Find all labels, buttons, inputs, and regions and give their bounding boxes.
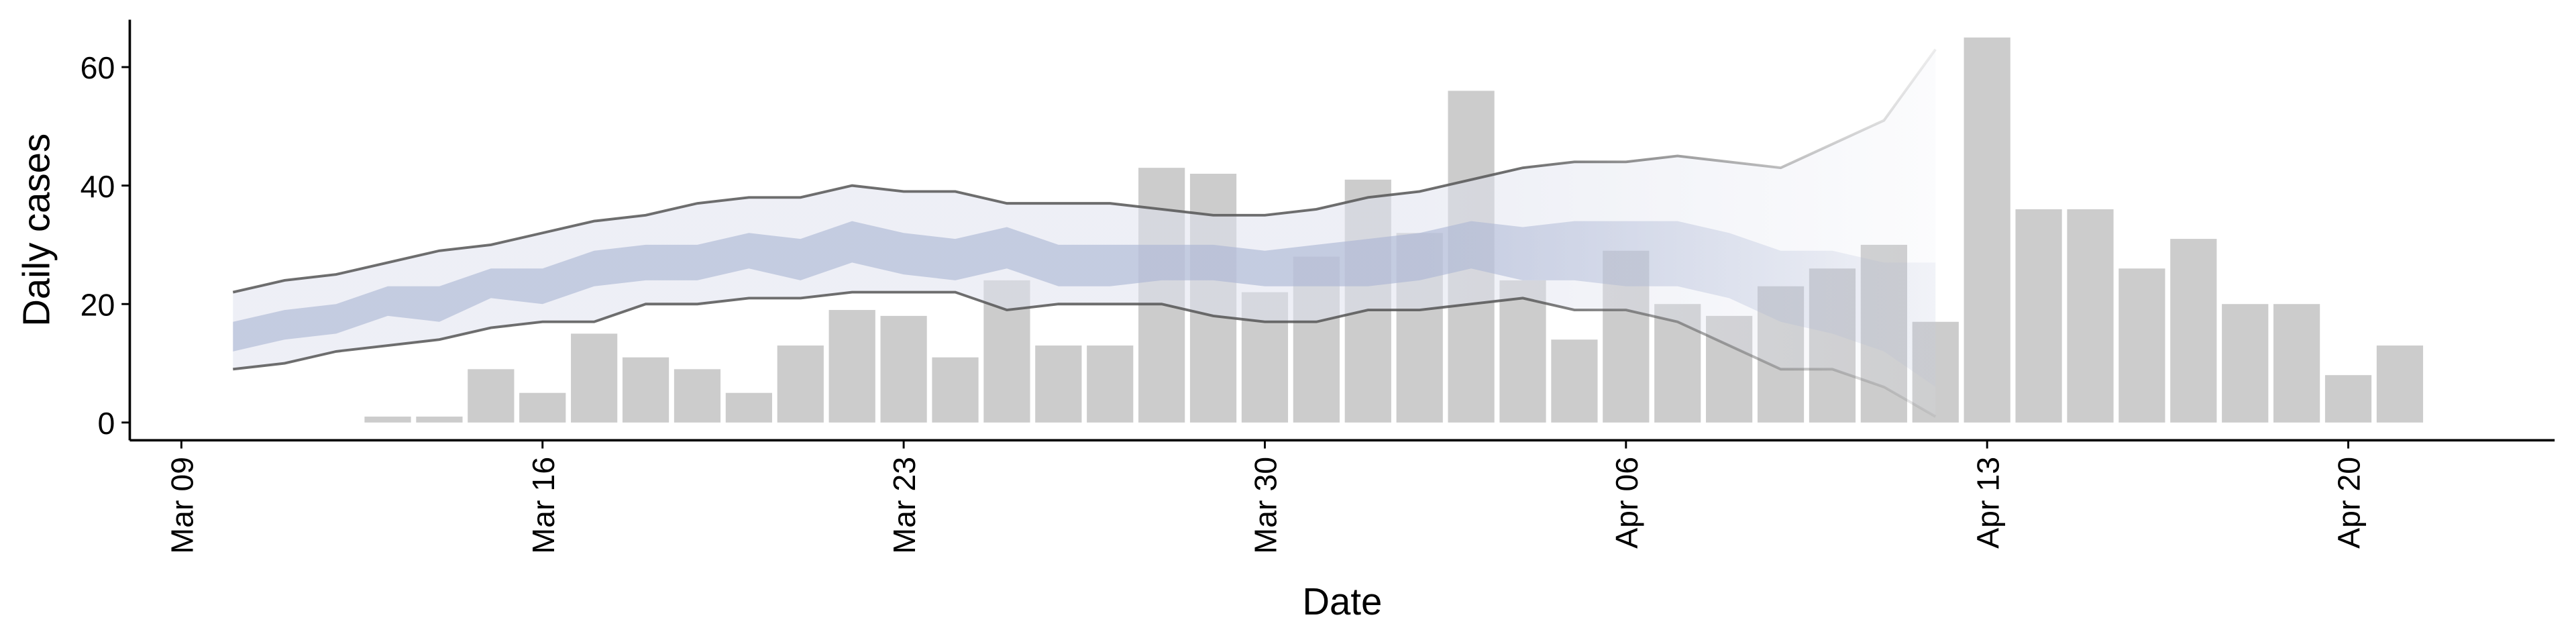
bar	[880, 315, 927, 423]
bar	[2015, 209, 2062, 423]
y-axis-title: Daily cases	[15, 133, 57, 327]
bar	[2376, 345, 2424, 423]
bar	[2067, 209, 2114, 423]
band-edge-line	[233, 290, 1937, 418]
bar	[1087, 345, 1134, 423]
x-tick-label: Apr 06	[1609, 457, 1644, 549]
bar	[1964, 37, 2010, 423]
x-tick-label: Mar 16	[526, 457, 561, 554]
bar	[416, 417, 463, 423]
band-area	[233, 221, 1936, 387]
bar	[777, 345, 824, 423]
bar	[828, 310, 875, 423]
x-tick-label: Mar 30	[1248, 457, 1283, 554]
bar	[1551, 339, 1598, 423]
y-tick-label: 40	[80, 169, 115, 204]
bar	[571, 333, 618, 423]
y-tick-label: 0	[98, 406, 115, 441]
bar	[2170, 239, 2217, 423]
bar	[364, 417, 411, 423]
bar	[1035, 345, 1082, 423]
bar	[2273, 304, 2320, 423]
bar	[519, 392, 566, 423]
y-tick-label: 20	[80, 287, 115, 322]
bar	[1499, 280, 1546, 423]
bar	[622, 357, 669, 423]
bar	[932, 357, 979, 423]
bar	[725, 392, 772, 423]
x-axis-title: Date	[1302, 580, 1382, 623]
bar	[674, 369, 721, 423]
band-edge-line	[232, 48, 1937, 294]
x-tick-label: Mar 23	[887, 457, 922, 554]
x-tick-label: Apr 20	[2332, 457, 2367, 549]
bar	[2118, 268, 2165, 423]
band-area	[233, 49, 1936, 417]
x-tick-label: Apr 13	[1970, 457, 2005, 549]
bar	[468, 369, 515, 423]
plot-area: 0 20 40 60 Mar 09 Mar 16 Mar 23 Mar 30 Apr 06 Apr…	[80, 19, 2555, 554]
y-tick-label: 60	[80, 50, 115, 85]
x-tick-label: Mar 09	[165, 457, 200, 554]
bar	[2324, 375, 2372, 423]
bar	[2222, 304, 2269, 423]
